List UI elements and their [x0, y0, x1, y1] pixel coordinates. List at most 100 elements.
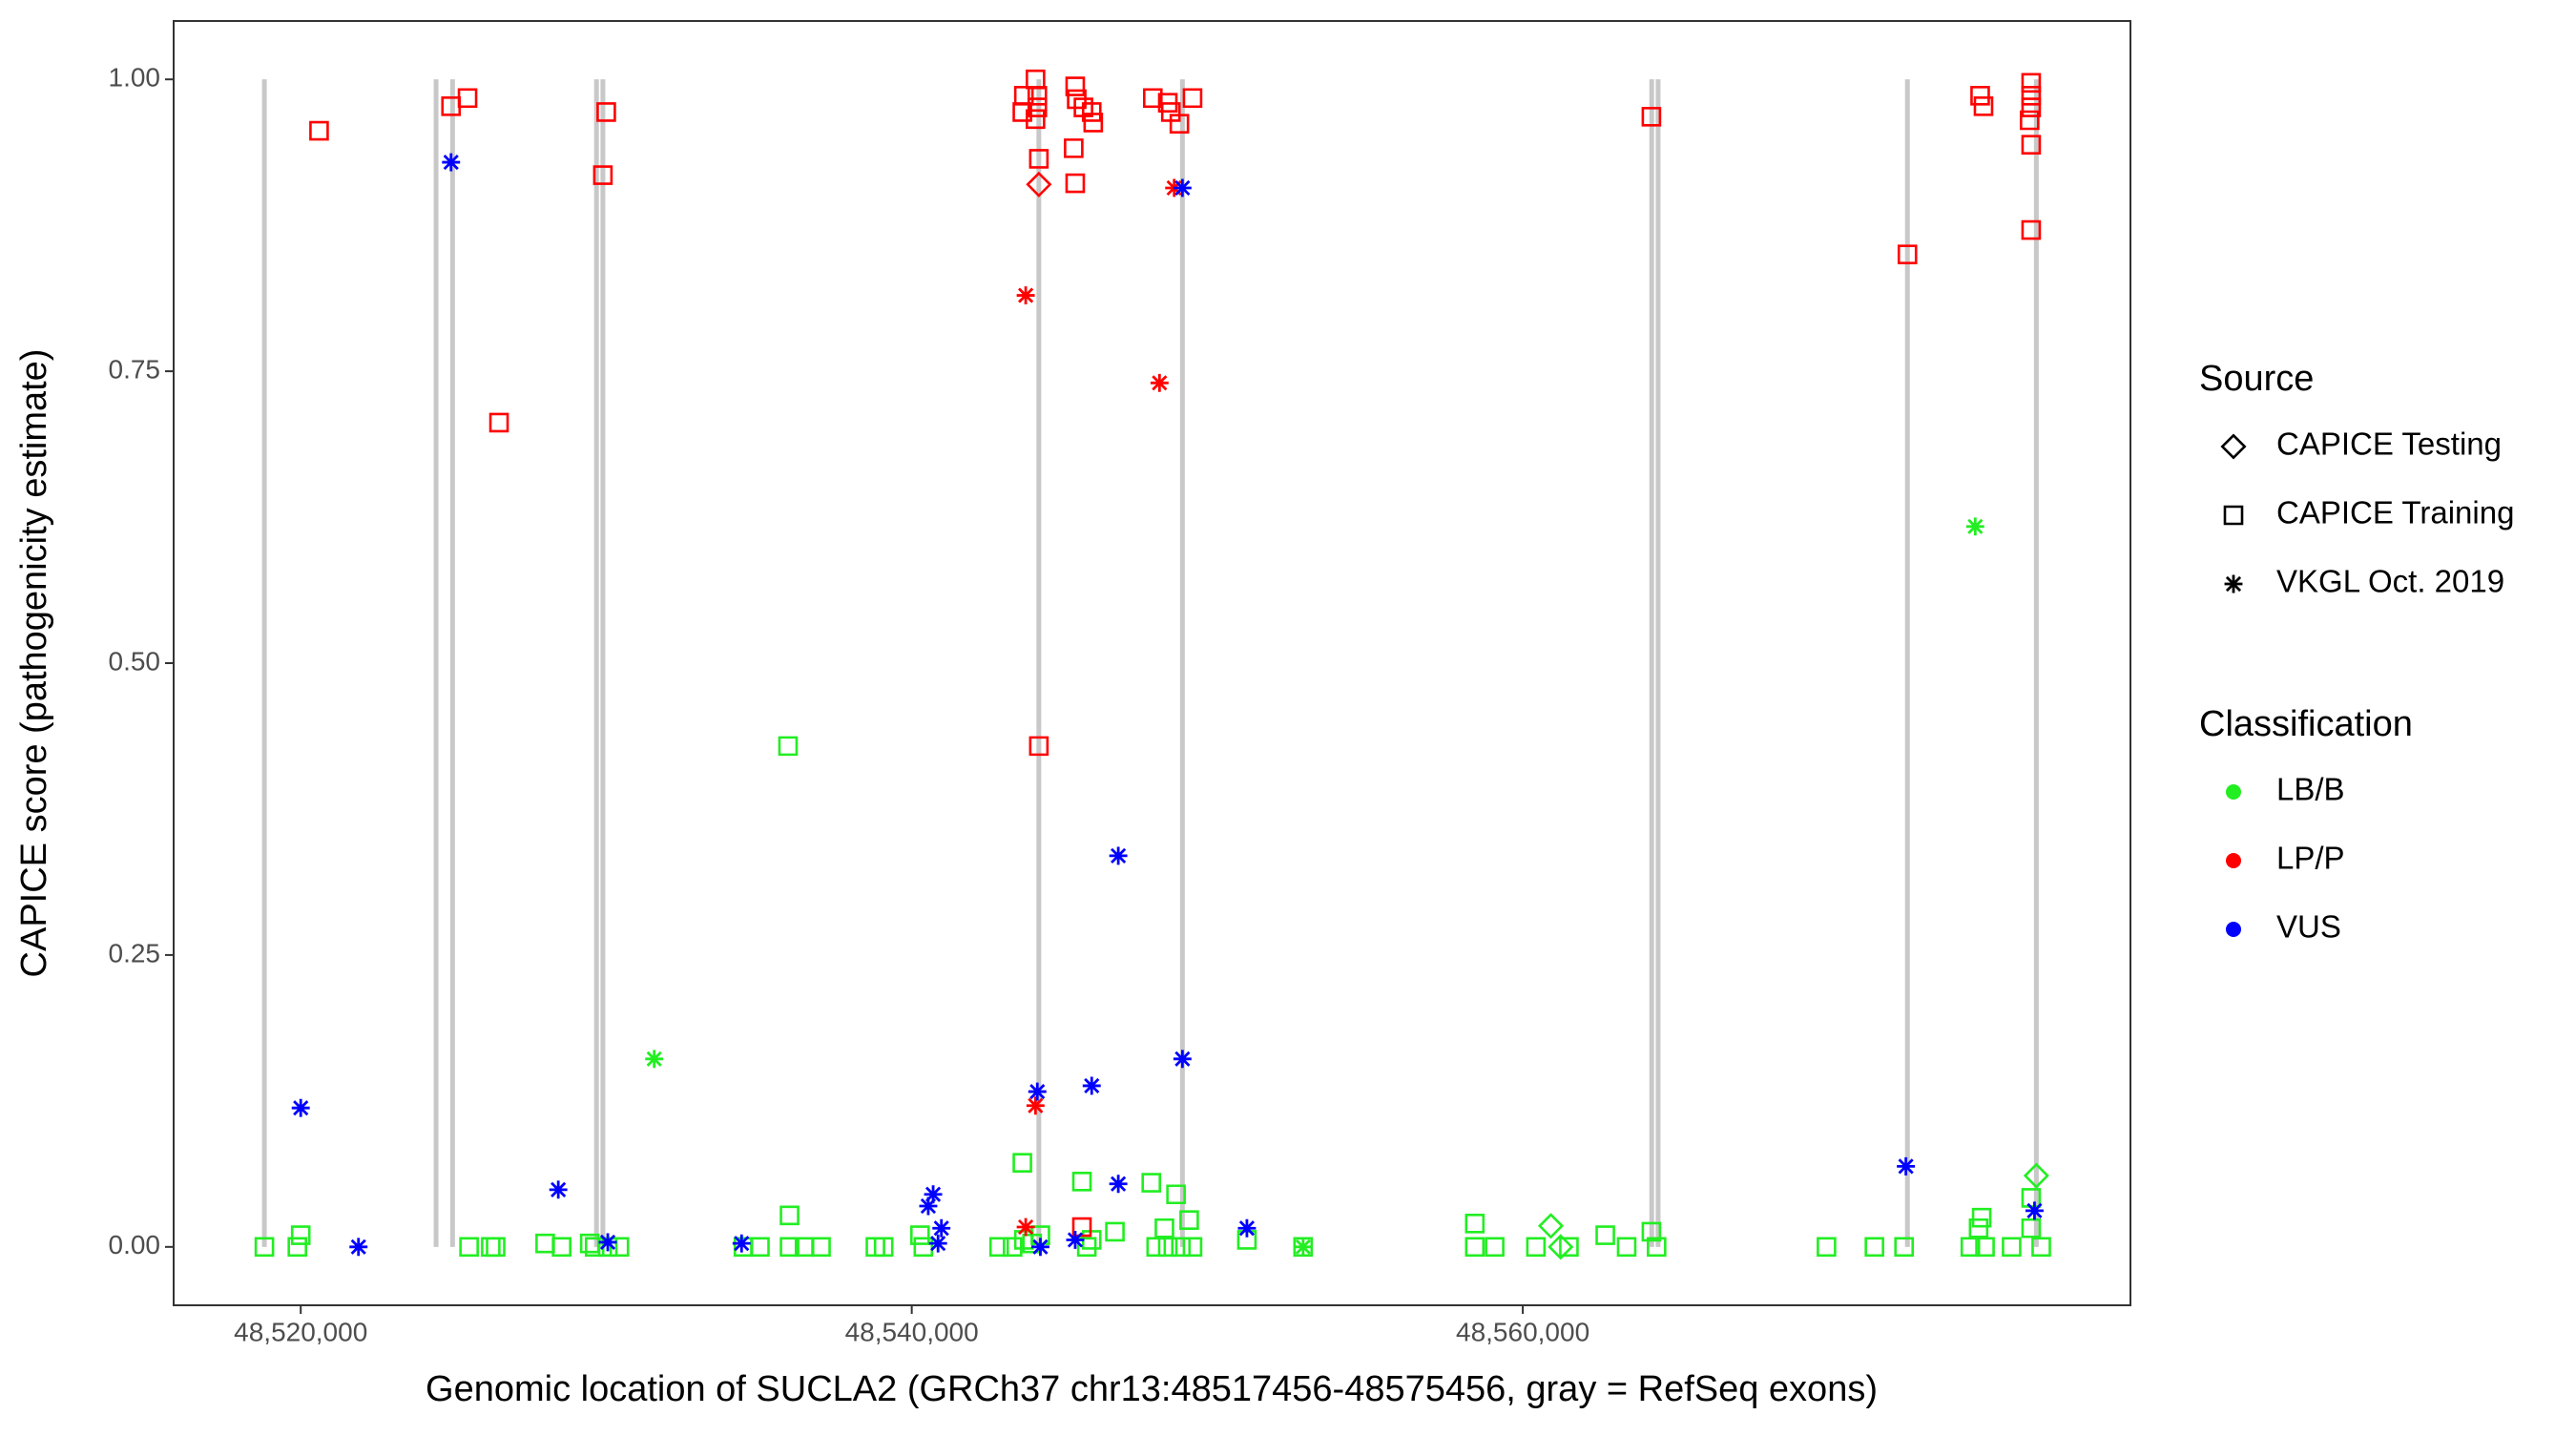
data-point [1616, 1237, 1637, 1258]
data-point [535, 1233, 555, 1254]
data-point [1975, 1237, 1995, 1258]
x-tick-label: 48,540,000 [845, 1317, 979, 1346]
data-point [1294, 1238, 1313, 1257]
data-point [1237, 1218, 1257, 1238]
data-point [1465, 1214, 1485, 1234]
data-point [1173, 178, 1192, 198]
data-point [1065, 76, 1086, 96]
data-point [1817, 1237, 1837, 1258]
data-point [1031, 1238, 1049, 1257]
data-point [732, 1234, 751, 1253]
data-point [1293, 1237, 1314, 1258]
data-point [913, 1237, 934, 1258]
plot-panel [173, 20, 2131, 1306]
data-point [1083, 113, 1104, 133]
data-point [1026, 69, 1046, 90]
data-point [1028, 1082, 1047, 1101]
data-point [2021, 97, 2042, 117]
data-point [1173, 1050, 1192, 1069]
data-point [1064, 138, 1084, 158]
y-tick-label: 0.50 [109, 646, 161, 676]
y-tick-label: 0.75 [109, 354, 161, 384]
data-point [1897, 244, 1918, 265]
data-point [1894, 1237, 1915, 1258]
x-tick-label: 48,560,000 [1456, 1317, 1589, 1346]
data-point [1182, 1237, 1203, 1258]
data-point [1160, 102, 1181, 122]
data-point [1026, 109, 1046, 130]
data-point [1081, 102, 1102, 122]
data-point [1150, 373, 1169, 392]
data-point [1109, 1175, 1128, 1194]
data-point [549, 1180, 568, 1199]
data-point [1595, 1225, 1615, 1245]
data-point [291, 1098, 310, 1117]
legend-symbol [2224, 574, 2243, 593]
data-point [1028, 149, 1049, 169]
data-point [309, 120, 329, 141]
data-point [1016, 286, 1035, 305]
data-point [1897, 1156, 1916, 1176]
data-point [779, 1205, 800, 1226]
data-point [1105, 1221, 1125, 1242]
data-point [1012, 102, 1032, 122]
data-point [596, 102, 616, 122]
data-point [290, 1225, 311, 1245]
data-point [488, 412, 509, 433]
data-point [1647, 1237, 1667, 1258]
legend-symbol [2223, 505, 2244, 526]
data-point [919, 1197, 938, 1216]
data-point [1141, 1173, 1161, 1193]
data-point [1154, 1217, 1174, 1238]
data-point [442, 153, 461, 172]
data-point [1179, 1210, 1199, 1230]
data-point [1526, 1237, 1547, 1258]
data-point [349, 1238, 368, 1257]
data-point [1081, 1230, 1102, 1250]
legend-label: CAPICE Training [2276, 495, 2514, 531]
data-point [2021, 135, 2042, 156]
legend-title: Classification [2199, 704, 2413, 744]
legend-label: LP/P [2276, 841, 2345, 876]
legend-label: CAPICE Testing [2276, 427, 2502, 462]
data-point [873, 1237, 894, 1258]
data-point [924, 1185, 943, 1204]
data-point [909, 1225, 930, 1245]
data-point [1026, 1096, 1045, 1115]
data-point [928, 1234, 947, 1253]
data-point [486, 1237, 506, 1258]
data-point [1538, 1213, 1565, 1239]
data-point [1182, 88, 1203, 109]
data-point [1971, 1207, 1992, 1228]
y-tick-label: 1.00 [109, 63, 161, 93]
data-point [811, 1237, 831, 1258]
legend-label: VUS [2276, 909, 2341, 945]
data-point [592, 165, 613, 185]
legend-title: Source [2199, 359, 2314, 399]
data-point [1065, 173, 1086, 194]
data-point [2031, 1237, 2051, 1258]
data-point [1465, 1237, 1485, 1258]
data-point [1066, 1231, 1085, 1249]
data-point [1071, 1217, 1092, 1238]
legend-label: VKGL Oct. 2019 [2276, 564, 2504, 599]
data-point [1157, 1237, 1178, 1258]
legend-symbol [2226, 784, 2241, 800]
data-point [1076, 1237, 1097, 1258]
legend-label: LB/B [2276, 772, 2345, 807]
data-point [932, 1218, 951, 1238]
data-point [1548, 1234, 1574, 1260]
data-point [1169, 114, 1190, 134]
data-point [481, 1237, 501, 1258]
data-point [1073, 97, 1093, 117]
data-point [1864, 1237, 1884, 1258]
data-point [1109, 846, 1128, 865]
data-point [750, 1237, 770, 1258]
x-tick-label: 48,520,000 [234, 1317, 367, 1346]
data-point [441, 96, 462, 116]
data-point [2023, 1162, 2049, 1189]
data-point [2020, 110, 2040, 131]
data-point [1965, 517, 1984, 536]
